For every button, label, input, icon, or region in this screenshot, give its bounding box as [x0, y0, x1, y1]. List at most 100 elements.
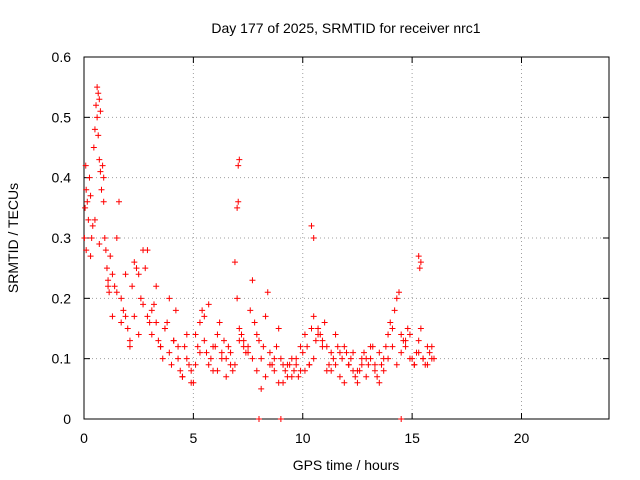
- data-point: [196, 349, 203, 356]
- data-point: [91, 126, 98, 133]
- y-axis-label: SRMTID / TECUs: [5, 183, 21, 293]
- x-tick-label: 20: [514, 430, 530, 446]
- data-point: [354, 367, 361, 374]
- data-point: [321, 319, 328, 326]
- x-tick-label: 0: [80, 430, 88, 446]
- x-tick-label: 5: [189, 430, 197, 446]
- data-point: [339, 355, 346, 362]
- data-point: [216, 319, 223, 326]
- data-point: [402, 337, 409, 344]
- x-tick-label: 10: [295, 430, 311, 446]
- data-point: [299, 349, 306, 356]
- data-point: [229, 367, 236, 374]
- data-point: [214, 367, 221, 374]
- x-axis-label: GPS time / hours: [293, 457, 400, 473]
- data-point: [398, 331, 405, 338]
- data-point: [273, 343, 280, 350]
- data-point: [148, 307, 155, 314]
- y-tick-label: 0.1: [52, 351, 72, 367]
- data-point: [91, 216, 98, 223]
- data-point: [350, 349, 357, 356]
- data-point: [253, 367, 260, 374]
- data-point: [376, 349, 383, 356]
- data-point: [140, 301, 147, 308]
- data-point: [186, 361, 192, 368]
- data-point: [196, 319, 203, 326]
- data-point: [258, 355, 265, 362]
- data-point: [142, 265, 149, 272]
- y-tick-label: 0.6: [52, 49, 72, 65]
- data-point: [111, 283, 118, 290]
- data-point: [95, 132, 102, 139]
- data-point: [245, 349, 252, 356]
- y-tick-label: 0.3: [52, 230, 72, 246]
- data-point: [238, 331, 245, 338]
- data-point: [116, 198, 122, 205]
- data-point: [297, 343, 304, 350]
- data-point: [234, 204, 241, 211]
- data-point: [188, 367, 195, 374]
- data-point: [367, 355, 374, 362]
- data-point: [102, 247, 109, 254]
- data-point: [284, 361, 291, 368]
- data-point: [411, 361, 418, 368]
- data-point: [260, 343, 267, 350]
- data-point: [87, 192, 94, 199]
- data-point: [312, 337, 319, 344]
- data-point: [96, 156, 103, 163]
- data-point: [105, 283, 112, 290]
- data-point: [417, 325, 424, 332]
- data-point: [218, 349, 225, 356]
- data-point: [227, 349, 234, 356]
- data-point: [129, 283, 136, 290]
- data-point: [109, 313, 116, 320]
- data-point: [207, 355, 214, 362]
- grid-lines: [84, 57, 609, 419]
- data-point: [426, 349, 433, 356]
- data-point: [347, 355, 354, 362]
- data-point: [249, 277, 256, 284]
- data-point: [387, 319, 394, 326]
- data-point: [293, 361, 300, 368]
- data-point: [271, 367, 278, 374]
- data-point: [210, 343, 217, 350]
- data-point: [345, 361, 352, 368]
- data-point: [218, 355, 225, 362]
- data-point: [293, 355, 300, 362]
- data-point: [378, 361, 385, 368]
- data-point: [83, 186, 90, 193]
- data-point: [341, 379, 348, 386]
- data-point: [86, 174, 93, 181]
- data-point: [126, 337, 133, 344]
- data-point: [155, 337, 162, 344]
- data-point: [205, 361, 212, 368]
- data-point: [190, 379, 197, 386]
- data-point: [87, 253, 94, 260]
- data-point: [183, 355, 190, 362]
- data-point: [308, 325, 315, 332]
- data-point: [192, 331, 199, 338]
- data-point: [192, 361, 199, 368]
- data-point: [231, 259, 238, 266]
- data-point: [144, 247, 151, 254]
- data-point: [258, 385, 265, 392]
- data-point: [100, 174, 107, 181]
- data-point: [234, 295, 241, 302]
- data-point: [82, 162, 89, 169]
- data-point: [113, 289, 120, 296]
- data-point: [122, 271, 129, 278]
- data-point: [282, 367, 289, 374]
- data-point: [122, 313, 129, 320]
- x-tick-label: 15: [404, 430, 420, 446]
- y-tick-label: 0: [63, 411, 71, 427]
- data-point: [168, 361, 175, 368]
- data-point: [231, 361, 238, 368]
- data-point: [389, 325, 396, 332]
- data-point: [109, 271, 116, 278]
- data-point: [358, 361, 365, 368]
- data-point: [415, 349, 422, 356]
- data-point: [97, 108, 104, 115]
- data-point: [354, 379, 361, 386]
- data-point: [144, 313, 151, 320]
- data-point: [99, 162, 106, 169]
